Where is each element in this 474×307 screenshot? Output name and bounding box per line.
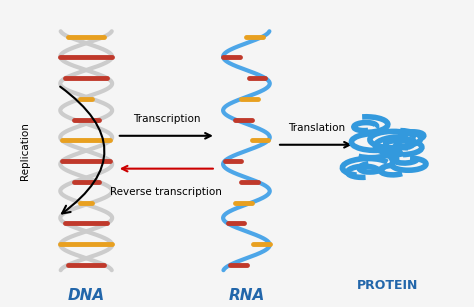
Text: PROTEIN: PROTEIN	[357, 279, 419, 292]
Text: Transcription: Transcription	[133, 114, 200, 124]
Text: Translation: Translation	[289, 123, 346, 133]
Text: RNA: RNA	[228, 288, 264, 303]
FancyArrowPatch shape	[60, 87, 104, 213]
Text: DNA: DNA	[68, 288, 105, 303]
Text: Reverse transcription: Reverse transcription	[110, 187, 222, 196]
Text: Replication: Replication	[20, 122, 30, 180]
